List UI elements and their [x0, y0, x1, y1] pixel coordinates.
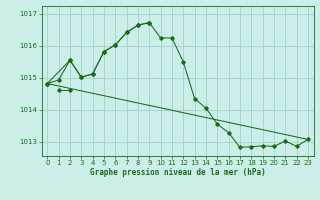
X-axis label: Graphe pression niveau de la mer (hPa): Graphe pression niveau de la mer (hPa)	[90, 168, 266, 177]
